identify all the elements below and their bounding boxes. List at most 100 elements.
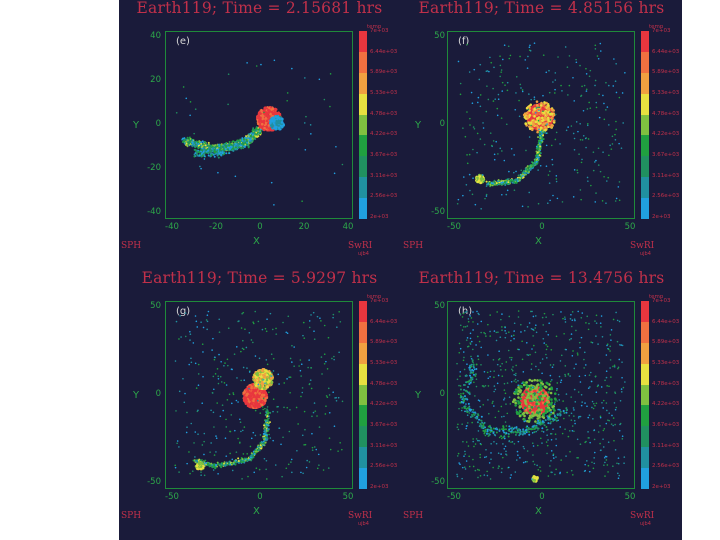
swri-sublabel: ujb4 [358,521,369,527]
colorbar-header: temp [367,294,382,300]
colorbar [641,301,649,489]
x-tick-label: 20 [298,222,310,232]
sph-label: SPH [403,511,424,521]
y-axis-label: Y [415,390,422,401]
colorbar-tick-label: 2.56e+03 [652,463,680,470]
colorbar-tick-label: 2e+03 [370,484,389,490]
figure-frame [119,0,682,540]
x-tick-label: 0 [539,222,545,232]
colorbar-tick-label: 3.11e+03 [652,442,680,449]
colorbar-tick-label: 4.22e+03 [652,401,680,408]
x-tick-label: -50 [447,492,461,502]
colorbar-segment [359,51,367,73]
sph-label: SPH [121,511,142,521]
colorbar-segment [359,468,367,489]
colorbar-tick-label: 5.89e+03 [370,339,398,346]
sim-panel-4: Earth119; Time = 13.4756 hrs (h) 50 0 -50 -50… [401,269,682,540]
x-tick-label: 0 [257,222,263,232]
colorbar-segment [359,301,367,322]
colorbar-tick-label: 5.33e+03 [652,360,680,366]
colorbar-segment [641,384,649,406]
colorbar-segment [641,301,649,322]
colorbar-tick-label: 6.44e+03 [370,318,398,325]
y-tick-label: 0 [155,119,161,129]
colorbar-tick-label: 6.44e+03 [652,48,680,55]
colorbar-segment [641,321,649,343]
colorbar-tick-label: 4.78e+03 [652,110,680,117]
x-axis-label: X [535,236,542,247]
colorbar-tick-label: 2.56e+03 [370,193,398,200]
panel-letter: (g) [176,306,191,317]
colorbar-tick-label: 5.33e+03 [652,90,680,96]
y-tick-label: -20 [147,163,161,173]
colorbar-tick-label: 4.22e+03 [370,401,398,408]
x-tick-label: 40 [342,222,354,232]
colorbar-segment [359,198,367,219]
colorbar-tick-label: 7e+03 [370,28,389,34]
panel-letter: (f) [458,36,470,47]
colorbar-tick-label: 5.33e+03 [370,90,398,96]
colorbar-tick-label: 7e+03 [652,298,671,304]
colorbar-tick-label: 5.89e+03 [652,69,680,76]
colorbar-tick-label: 2e+03 [652,484,671,490]
sph-label: SPH [403,241,424,251]
y-tick-label: 20 [150,75,161,85]
y-axis-label: Y [133,390,140,401]
x-tick-label: -50 [165,492,179,502]
colorbar-segment [641,363,649,385]
x-tick-label: 0 [257,492,263,502]
colorbar-segment [641,51,649,73]
panel-title: Earth119; Time = 13.4756 hrs [418,269,665,287]
colorbar-tick-label: 7e+03 [652,28,671,34]
x-tick-label: -20 [209,222,223,232]
colorbar-segment [641,447,649,468]
colorbar-segment [359,114,367,136]
sim-panel-3: Earth119; Time = 5.9297 hrs (g) 50 0 -50 -50 0… [119,269,400,540]
x-tick-label: 50 [342,492,354,502]
particle-field [175,59,344,206]
y-tick-label: 0 [439,389,445,399]
panel-title: Earth119; Time = 4.85156 hrs [418,0,665,17]
colorbar-segment [641,426,649,448]
particle-field [174,310,344,480]
colorbar [359,31,367,219]
y-tick-label: 0 [439,119,445,129]
sph-label: SPH [121,241,142,251]
y-axis-label: Y [133,120,140,131]
colorbar-segment [359,363,367,385]
colorbar-segment [359,405,367,427]
particle-field [456,310,626,483]
colorbar-segment [641,135,649,157]
y-tick-label: -50 [431,477,445,487]
colorbar-segment [641,93,649,115]
y-axis-label: Y [415,120,422,131]
swri-sublabel: ujb4 [358,251,369,257]
colorbar [359,301,367,489]
colorbar-segment [641,31,649,52]
panel-letter: (e) [176,36,190,47]
colorbar-tick-label: 4.78e+03 [370,110,398,117]
colorbar-tick-label: 5.89e+03 [370,69,398,76]
panel-title: Earth119; Time = 2.15681 hrs [136,0,383,17]
colorbar-header: temp [367,24,382,30]
y-tick-label: -40 [147,207,161,217]
x-axis-label: X [253,236,260,247]
colorbar-tick-label: 3.11e+03 [370,172,398,179]
colorbar-segment [359,426,367,448]
y-tick-label: -50 [431,207,445,217]
swri-label: SwRI [348,511,373,521]
x-tick-label: 0 [539,492,545,502]
colorbar-segment [359,72,367,94]
colorbar-tick-label: 3.67e+03 [370,152,398,158]
colorbar-segment [359,156,367,178]
colorbar-tick-label: 3.11e+03 [370,442,398,449]
colorbar-segment [641,177,649,198]
y-tick-label: 50 [434,31,445,41]
colorbar-segment [641,114,649,136]
y-tick-label: 40 [150,31,161,41]
sim-panel-2: Earth119; Time = 4.85156 hrs (f) 50 0 -50 -50… [401,0,682,270]
colorbar-tick-label: 4.78e+03 [652,380,680,387]
particle-field [456,42,626,210]
colorbar-segment [641,342,649,364]
plot-area: (f) [447,31,635,219]
